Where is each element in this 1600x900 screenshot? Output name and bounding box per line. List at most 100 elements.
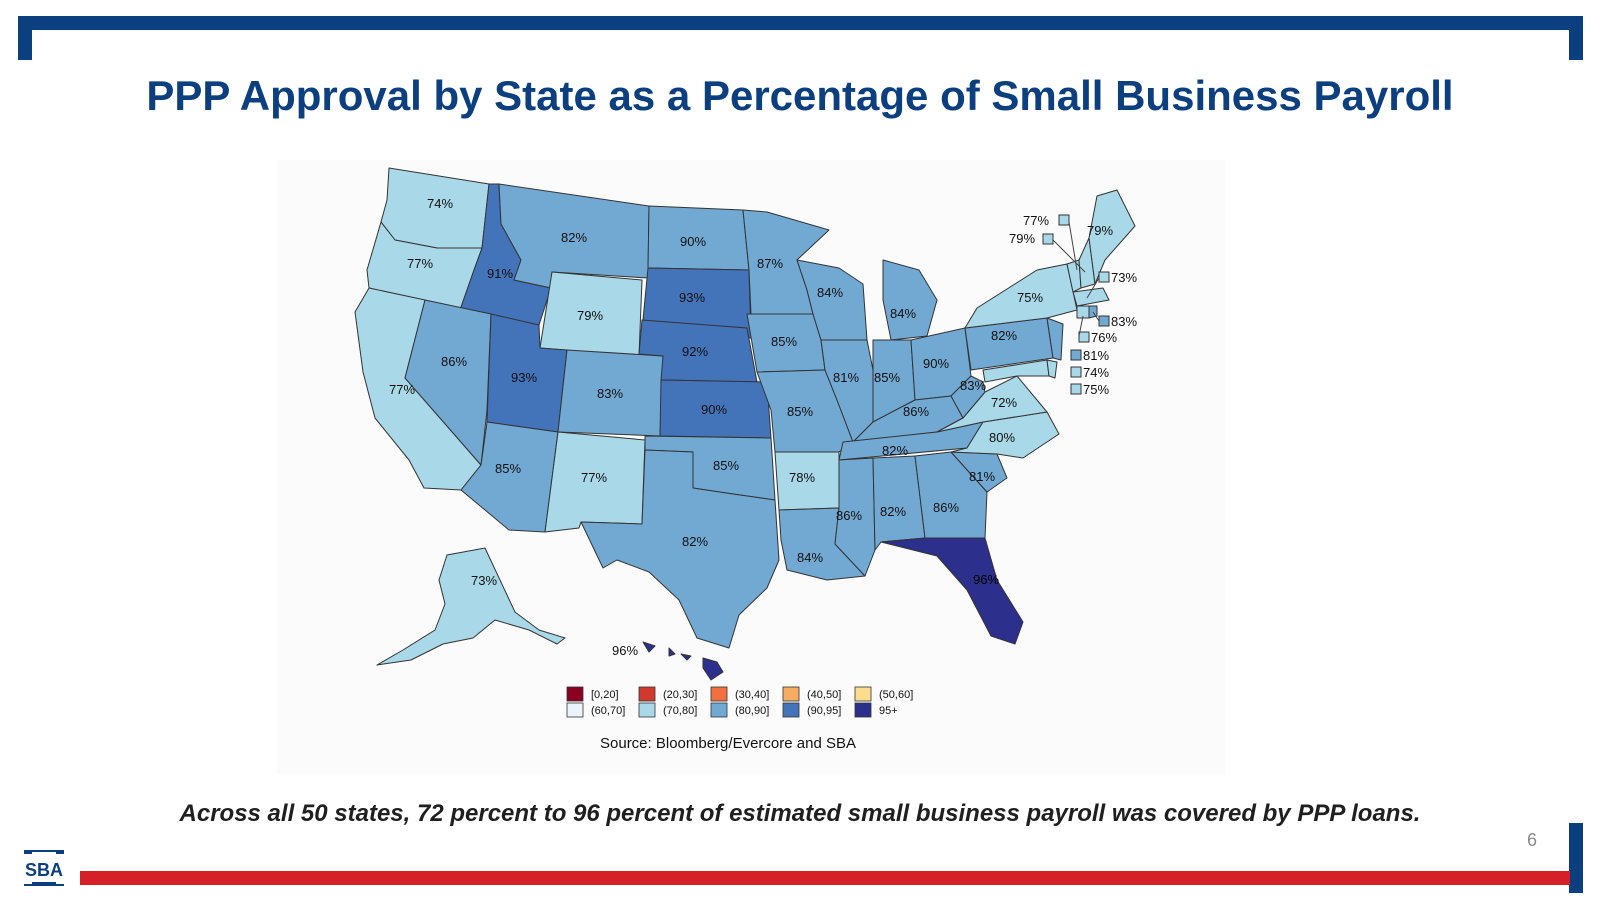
legend-label-7: (80,90] bbox=[735, 705, 769, 717]
label-TN: 82% bbox=[882, 443, 908, 458]
map-panel: 74% 77% 77% 91% 86% 82% 79% 93% 85% 83% … bbox=[277, 160, 1225, 775]
label-IN: 85% bbox=[874, 370, 900, 385]
label-GA: 86% bbox=[933, 500, 959, 515]
slide-caption: Across all 50 states, 72 percent to 96 p… bbox=[179, 800, 1421, 827]
legend-swatch-9 bbox=[854, 702, 872, 718]
state-TX bbox=[580, 449, 780, 649]
callout-box-DE bbox=[1070, 366, 1082, 378]
label-UT: 93% bbox=[511, 370, 537, 385]
label-WY: 79% bbox=[577, 308, 603, 323]
label-AK: 73% bbox=[471, 573, 497, 588]
callout-box-NH bbox=[1042, 233, 1054, 245]
legend-label-3: (40,50] bbox=[807, 689, 841, 701]
state-NV bbox=[404, 299, 492, 466]
label-AL: 82% bbox=[880, 504, 906, 519]
legend-label-1: (20,30] bbox=[663, 689, 697, 701]
callout-box-MD bbox=[1070, 383, 1082, 395]
label-FL: 96% bbox=[973, 572, 999, 587]
label-KY: 86% bbox=[903, 404, 929, 419]
legend-swatch-5 bbox=[566, 702, 584, 718]
legend-swatch-8 bbox=[782, 702, 800, 718]
top-frame-bar bbox=[18, 16, 1583, 30]
label-ND: 90% bbox=[680, 234, 706, 249]
state-MI bbox=[882, 259, 938, 341]
legend-label-4: (50,60] bbox=[879, 689, 913, 701]
bottom-red-bar bbox=[80, 871, 1570, 885]
sba-logo: SBA bbox=[24, 850, 64, 886]
legend-swatch-6 bbox=[638, 702, 656, 718]
label-MI: 84% bbox=[890, 306, 916, 321]
label-WI: 84% bbox=[817, 285, 843, 300]
label-MT: 82% bbox=[561, 230, 587, 245]
label-DE: 74% bbox=[1083, 365, 1109, 380]
legend-swatch-3 bbox=[782, 686, 800, 702]
bottom-right-frame-corner bbox=[1569, 823, 1583, 893]
legend-label-9: 95+ bbox=[879, 705, 898, 717]
label-MO: 85% bbox=[787, 404, 813, 419]
label-IL: 81% bbox=[833, 370, 859, 385]
label-IA: 85% bbox=[771, 334, 797, 349]
state-FL bbox=[880, 537, 1024, 645]
label-OK: 85% bbox=[713, 458, 739, 473]
label-LA: 84% bbox=[797, 550, 823, 565]
label-NE: 92% bbox=[682, 344, 708, 359]
label-OH: 90% bbox=[923, 356, 949, 371]
legend-swatch-2 bbox=[710, 686, 728, 702]
label-VT: 77% bbox=[1023, 213, 1049, 228]
label-CA: 77% bbox=[389, 382, 415, 397]
state-GA bbox=[914, 451, 988, 539]
label-WV: 83% bbox=[960, 378, 986, 393]
label-TX: 82% bbox=[682, 534, 708, 549]
label-WA: 74% bbox=[427, 196, 453, 211]
top-left-frame-corner bbox=[18, 16, 32, 60]
label-NC: 80% bbox=[989, 430, 1015, 445]
slide-title: PPP Approval by State as a Percentage of… bbox=[146, 72, 1454, 119]
label-SC: 81% bbox=[969, 469, 995, 484]
label-ME: 79% bbox=[1087, 223, 1113, 238]
callout-box-MA bbox=[1098, 271, 1110, 283]
legend: [0,20] (20,30] (30,40] (40,50] (50,60] (… bbox=[566, 686, 913, 718]
label-NY: 75% bbox=[1017, 290, 1043, 305]
label-OR: 77% bbox=[407, 256, 433, 271]
label-CO: 83% bbox=[597, 386, 623, 401]
label-AZ: 85% bbox=[495, 461, 521, 476]
legend-label-8: (90,95] bbox=[807, 705, 841, 717]
label-NM: 77% bbox=[581, 470, 607, 485]
label-NJ: 81% bbox=[1083, 348, 1109, 363]
state-HI bbox=[642, 641, 724, 681]
legend-label-0: [0,20] bbox=[591, 689, 619, 701]
label-KS: 90% bbox=[701, 402, 727, 417]
label-PA: 82% bbox=[991, 328, 1017, 343]
label-NH: 79% bbox=[1009, 231, 1035, 246]
legend-label-2: (30,40] bbox=[735, 689, 769, 701]
state-NJ bbox=[1046, 317, 1064, 361]
map-source: Source: Bloomberg/Evercore and SBA bbox=[600, 735, 856, 752]
page-number: 6 bbox=[1527, 830, 1538, 850]
label-ID: 91% bbox=[487, 266, 513, 281]
callout-box-CT bbox=[1078, 331, 1090, 343]
svg-text:SBA: SBA bbox=[25, 860, 63, 880]
state-MA bbox=[1072, 287, 1110, 307]
legend-swatch-1 bbox=[638, 686, 656, 702]
legend-swatch-7 bbox=[710, 702, 728, 718]
state-WV bbox=[950, 375, 986, 419]
label-HI: 96% bbox=[612, 643, 638, 658]
callout-box-RI bbox=[1098, 315, 1110, 327]
label-MS: 86% bbox=[836, 508, 862, 523]
label-MA: 73% bbox=[1111, 270, 1137, 285]
legend-label-6: (70,80] bbox=[663, 705, 697, 717]
label-CT: 76% bbox=[1091, 330, 1117, 345]
label-NV: 86% bbox=[441, 354, 467, 369]
top-right-frame-corner bbox=[1569, 16, 1583, 60]
label-RI: 83% bbox=[1111, 314, 1137, 329]
legend-swatch-0 bbox=[566, 686, 584, 702]
state-MD bbox=[982, 359, 1050, 383]
legend-swatch-4 bbox=[854, 686, 872, 702]
callout-box-NJ bbox=[1070, 349, 1082, 361]
label-MN: 87% bbox=[757, 256, 783, 271]
callout-box-VT bbox=[1058, 214, 1070, 226]
state-AK bbox=[376, 547, 566, 666]
legend-label-5: (60,70] bbox=[591, 705, 625, 717]
state-DE bbox=[1046, 359, 1058, 379]
label-SD: 93% bbox=[679, 290, 705, 305]
